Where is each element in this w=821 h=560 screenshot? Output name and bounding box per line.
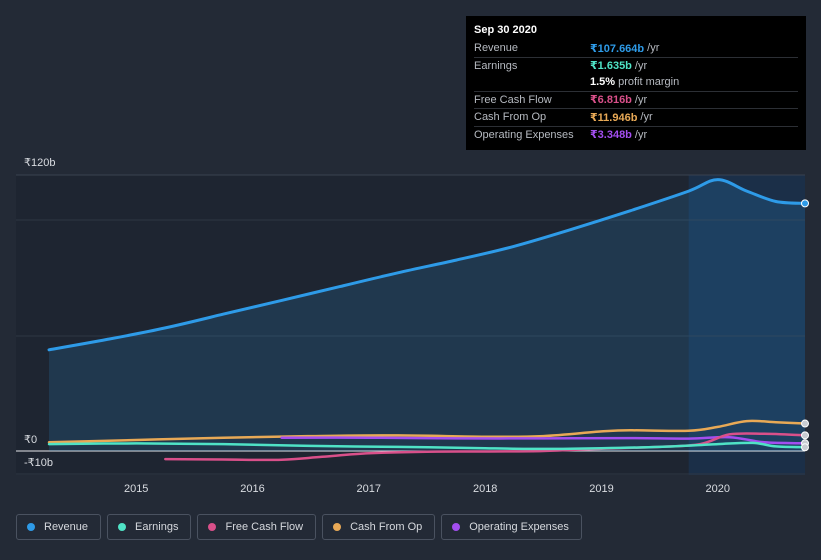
free-cash-flow-line: [164, 432, 807, 462]
legend-item-operating-expenses[interactable]: Operating Expenses: [441, 514, 582, 540]
y-tick-label-bottom: -₹10b: [24, 457, 53, 469]
legend-item-revenue[interactable]: Revenue: [16, 514, 102, 540]
tooltip-row-margin: 1.5% profit margin: [474, 74, 798, 91]
tooltip-value: ₹6.816b: [590, 94, 632, 107]
earnings-end-point: [801, 443, 809, 452]
free-cash-flow-end-point: [801, 431, 809, 440]
x-tick-label-2018: 2018: [473, 483, 497, 495]
x-tick-label-2016: 2016: [240, 483, 264, 495]
operating-expenses-line: [280, 435, 807, 445]
tooltip: Sep 30 2020 Revenue ₹107.664b /yr Earnin…: [466, 16, 806, 150]
tooltip-unit: /yr: [634, 93, 648, 106]
tooltip-value: ₹11.946b: [590, 111, 638, 124]
y-tick-label-zero: ₹0: [24, 434, 37, 446]
legend: Revenue Earnings Free Cash Flow Cash Fro…: [16, 514, 582, 540]
tooltip-row-fcf: Free Cash Flow ₹6.816b /yr: [474, 90, 798, 109]
tooltip-label: Operating Expenses: [474, 128, 574, 141]
tooltip-label: Earnings: [474, 59, 518, 72]
earnings-line: [47, 441, 807, 451]
x-tick-label-2019: 2019: [589, 483, 613, 495]
x-tick-label-2015: 2015: [124, 483, 148, 495]
legend-label: Operating Expenses: [469, 521, 569, 533]
cash-from-op-end-point: [801, 419, 809, 428]
tooltip-unit: /yr: [634, 128, 648, 141]
x-tick-label-2020: 2020: [706, 483, 730, 495]
legend-item-free-cash-flow[interactable]: Free Cash Flow: [197, 514, 317, 540]
tooltip-label: Free Cash Flow: [474, 93, 552, 106]
revenue-end-point: [801, 199, 809, 208]
tooltip-row-opex: Operating Expenses ₹3.348b /yr: [474, 125, 798, 144]
legend-label: Revenue: [44, 521, 89, 533]
legend-label: Free Cash Flow: [225, 521, 304, 533]
y-tick-label-top: ₹120b: [24, 157, 55, 169]
legend-label: Earnings: [135, 521, 179, 533]
x-tick-label-2017: 2017: [357, 483, 381, 495]
tooltip-value: 1.5%: [590, 76, 616, 89]
cash-from-op-line: [47, 419, 807, 444]
tooltip-unit: profit margin: [618, 76, 680, 89]
tooltip-value: ₹1.635b: [590, 60, 632, 73]
current-period-highlight: [688, 175, 805, 475]
tooltip-value: ₹3.348b: [590, 129, 632, 142]
cash-from-op-dot-icon: [333, 523, 342, 531]
free-cash-flow-dot-icon: [208, 523, 217, 531]
tooltip-row-earnings: Earnings ₹1.635b /yr: [474, 56, 798, 75]
legend-label: Cash From Op: [350, 521, 423, 533]
revenue-line: [47, 178, 807, 352]
revenue-area: [49, 179, 805, 451]
revenue-dot-icon: [27, 523, 35, 531]
legend-item-earnings[interactable]: Earnings: [107, 514, 192, 540]
tooltip-label: Cash From Op: [474, 111, 547, 124]
earnings-dot-icon: [118, 523, 127, 531]
plot-background: [16, 175, 805, 475]
tooltip-value: ₹107.664b: [590, 42, 645, 55]
tooltip-row-revenue: Revenue ₹107.664b /yr: [474, 40, 798, 57]
tooltip-row-cfo: Cash From Op ₹11.946b /yr: [474, 108, 798, 126]
tooltip-unit: /yr: [647, 42, 660, 55]
tooltip-unit: /yr: [634, 59, 648, 72]
operating-expenses-dot-icon: [452, 523, 461, 531]
tooltip-unit: /yr: [640, 111, 653, 124]
tooltip-label: Revenue: [474, 42, 519, 55]
tooltip-date: Sep 30 2020: [474, 24, 537, 36]
legend-item-cash-from-op[interactable]: Cash From Op: [322, 514, 436, 540]
